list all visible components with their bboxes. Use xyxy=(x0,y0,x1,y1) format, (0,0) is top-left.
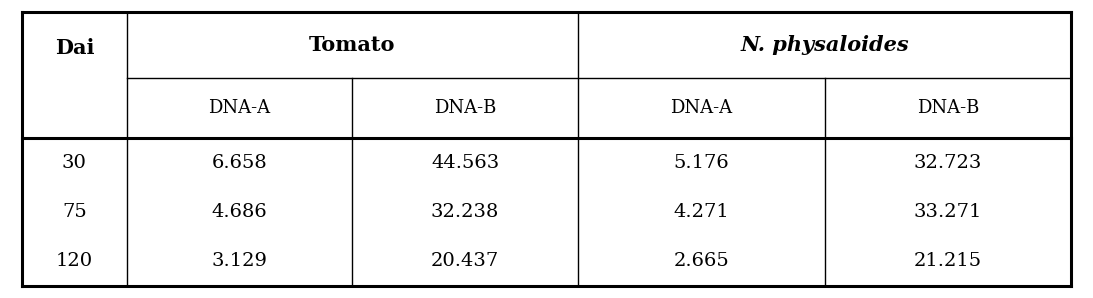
Text: 30: 30 xyxy=(62,154,86,172)
Text: N. physaloides: N. physaloides xyxy=(740,35,909,55)
Text: 32.723: 32.723 xyxy=(914,154,982,172)
Text: 3.129: 3.129 xyxy=(212,252,268,270)
Text: DNA-A: DNA-A xyxy=(670,99,732,117)
Text: DNA-A: DNA-A xyxy=(209,99,271,117)
Text: 20.437: 20.437 xyxy=(431,252,500,270)
Text: DNA-B: DNA-B xyxy=(434,99,496,117)
Text: 44.563: 44.563 xyxy=(431,154,500,172)
Text: 2.665: 2.665 xyxy=(673,252,729,270)
Text: Tomato: Tomato xyxy=(309,35,396,55)
Text: 33.271: 33.271 xyxy=(914,203,982,221)
Text: Dai: Dai xyxy=(55,38,94,58)
Text: 6.658: 6.658 xyxy=(212,154,268,172)
Text: 32.238: 32.238 xyxy=(431,203,500,221)
Text: 120: 120 xyxy=(56,252,93,270)
Text: 4.686: 4.686 xyxy=(212,203,268,221)
Text: DNA-B: DNA-B xyxy=(917,99,979,117)
Text: 5.176: 5.176 xyxy=(673,154,729,172)
Text: 75: 75 xyxy=(62,203,86,221)
Text: 4.271: 4.271 xyxy=(673,203,729,221)
Text: 21.215: 21.215 xyxy=(914,252,982,270)
